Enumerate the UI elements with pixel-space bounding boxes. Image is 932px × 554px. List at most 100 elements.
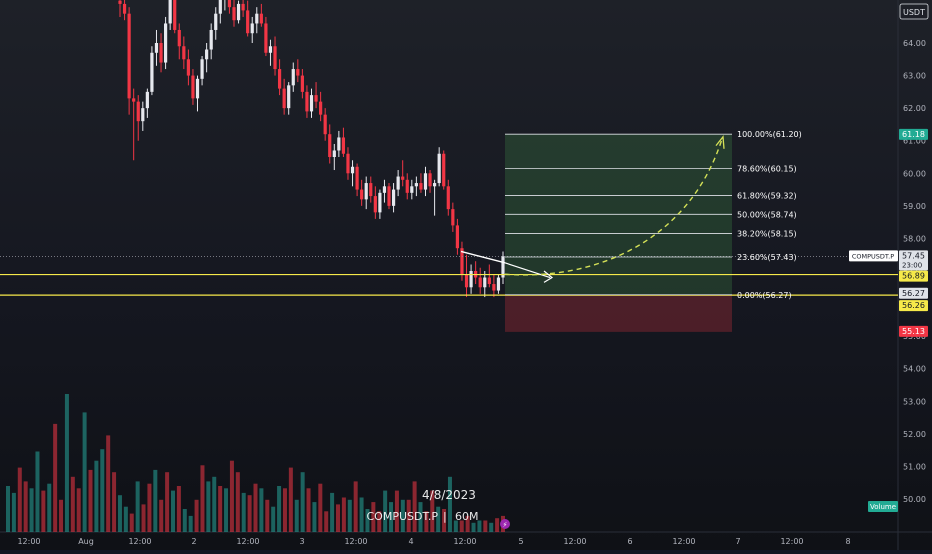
trendline [460,250,506,264]
candle-body [154,43,159,53]
volume-bar [212,476,217,532]
candle-body [277,69,282,89]
candle-body [423,173,428,190]
candle-body [433,183,437,187]
x-tick-label: 5 [518,537,523,546]
candle-body [177,29,181,47]
volume-bar [259,488,264,532]
candle-body [464,274,469,288]
candle-body [214,13,218,30]
candle-body [319,101,323,115]
stop-zone [505,294,732,332]
candle-body [118,0,122,4]
volume-bar [347,499,352,532]
volume-bar [424,511,429,532]
candle-body [419,183,423,190]
volume-bar [465,515,470,532]
candle-body [182,46,186,60]
candle-body [209,29,213,50]
volume-bar [277,486,282,532]
volume-bar [6,486,10,532]
price-label-box [899,287,928,299]
candle-body [232,7,236,21]
candle-body [369,183,373,197]
currency-badge[interactable]: USDT [903,8,925,17]
candle-body [205,49,209,60]
volume-bar [353,481,358,532]
candle-body [163,23,168,63]
candle-body [227,0,232,8]
candle-body [250,23,254,34]
projection-arrow-line [504,262,551,279]
y-tick-label: 51.00 [903,462,926,471]
x-tick-label: 12:00 [344,537,367,546]
symbol-tag: COMPUSDT.P [852,252,894,260]
volume-bar [153,469,158,532]
volume-bar [147,483,152,532]
price-label: 56.89 [902,272,925,281]
candle-body [364,183,368,200]
candle-body [501,256,505,278]
price-label: 56.26 [902,301,925,310]
price-label: 57.45 [902,251,925,260]
candle-body [291,69,295,86]
y-tick-label: 59.00 [903,202,926,211]
volume-bar [229,460,234,532]
x-tick-label: 8 [845,537,850,546]
volume-bar [288,467,293,532]
candle-body [478,277,482,288]
candle-body [328,134,332,157]
candle-body [414,183,418,187]
volume-bar [53,423,58,532]
candle-body [487,277,491,285]
candle-body [195,78,200,99]
x-tick-label: 12:00 [17,537,40,546]
candle-body [446,186,450,210]
lines-layer [0,255,898,296]
volume-badge[interactable] [868,501,898,512]
volume-badge-label: Volume [870,503,896,511]
volume-bar [341,497,346,532]
currency-badge-box[interactable] [899,3,929,20]
volume-bar [159,499,164,532]
volume-bar [29,488,34,532]
candle-body [391,189,396,206]
candle-body [241,3,245,11]
watermark-timeframe: 60M [455,510,479,523]
volume-bar [94,460,99,532]
candle-body [127,13,131,99]
x-tick-label: 12:00 [672,537,695,546]
candle-body [360,189,364,200]
x-tick-label: 4 [408,537,413,546]
volume-bar [23,481,28,532]
candle-body [122,3,127,14]
volume-bar [64,394,69,532]
x-tick-label: 3 [299,537,304,546]
volume-bar [123,506,128,532]
volume-bar [371,502,376,532]
lightning-event-icon[interactable] [500,519,510,529]
candle-body [145,91,149,109]
candle-body [437,153,441,184]
candle-body [287,85,291,109]
volume-bar [312,502,317,532]
volume-bar [218,486,223,532]
volume-bar [400,499,405,532]
x-tick-label: 12:00 [563,537,586,546]
candle-body [451,209,455,226]
volume-bar [88,469,93,532]
target-path [504,138,723,276]
y-tick-label: 63.00 [903,72,926,81]
candle-body [332,150,336,157]
volume-bar [442,509,447,532]
candle-body [314,95,318,102]
target-zone-layer [505,134,732,332]
candle-body [191,75,195,99]
fib-level-label: 50.00%(58.74) [737,210,797,219]
candle-body [492,284,496,291]
candle-body [296,69,300,76]
volume-bar [365,509,370,532]
